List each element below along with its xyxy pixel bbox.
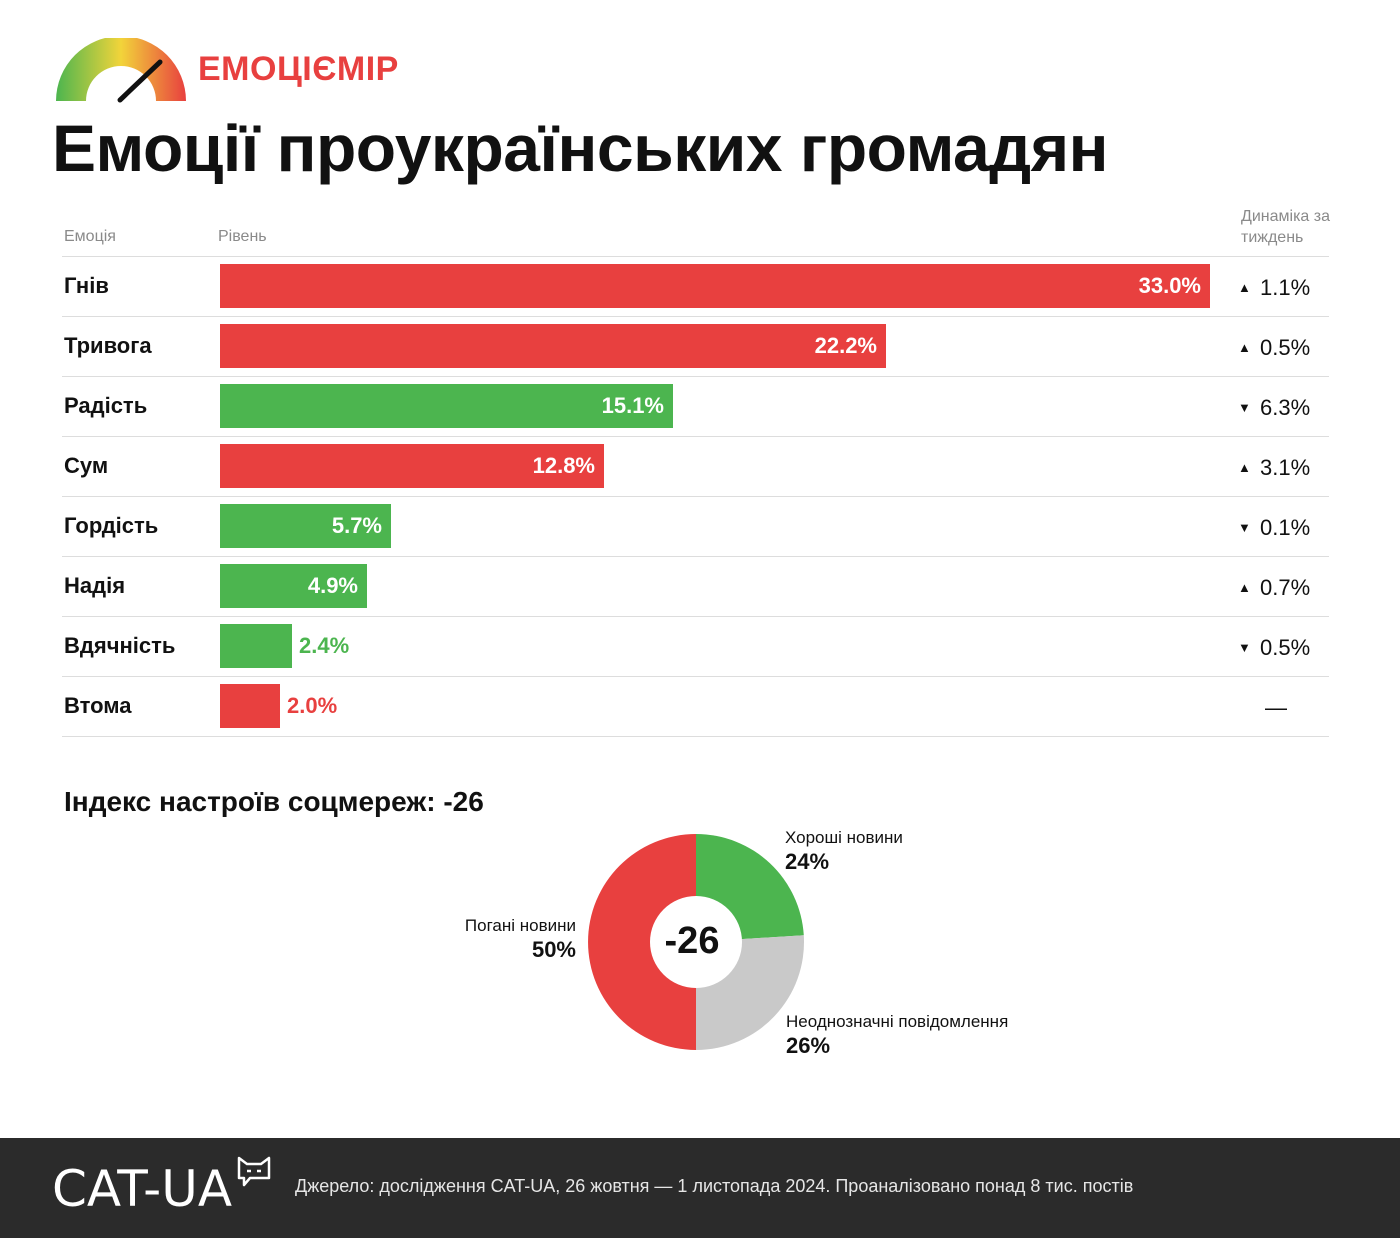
emotion-label: Гнів bbox=[64, 273, 109, 298]
row-divider bbox=[62, 676, 1329, 677]
footer-source: Джерело: дослідження CAT-UA, 26 жовтня —… bbox=[295, 1176, 1134, 1196]
column-header-level: Рівень bbox=[218, 228, 267, 245]
row-divider bbox=[62, 256, 1329, 257]
brand-name: ЕМОЦІЄМІР bbox=[198, 50, 399, 88]
row-divider bbox=[62, 616, 1329, 617]
bar-value-label: 2.4% bbox=[299, 633, 350, 658]
legend-bad-news: Погані новини 50% bbox=[420, 914, 576, 962]
arrow-down-icon: ▼ bbox=[1238, 640, 1251, 655]
weekly-change-value: — bbox=[1265, 695, 1287, 720]
legend-good-news-name: Хороші новини bbox=[785, 828, 903, 847]
bar-value-label: 22.2% bbox=[814, 333, 877, 358]
weekly-change-value: 1.1% bbox=[1260, 275, 1311, 300]
bar-value-label: 5.7% bbox=[331, 513, 382, 538]
legend-bad-news-name: Погані новини bbox=[464, 916, 576, 935]
arrow-up-icon: ▲ bbox=[1238, 460, 1251, 475]
weekly-change-value: 0.7% bbox=[1260, 575, 1311, 600]
weekly-change: ▼ 0.5% bbox=[1238, 635, 1310, 661]
legend-mixed-messages-name: Неоднозначні повідомлення bbox=[786, 1012, 1009, 1031]
bar bbox=[220, 504, 391, 548]
emotion-label: Надія bbox=[64, 573, 126, 598]
brand: ЕМОЦІЄМІР bbox=[54, 38, 454, 104]
footer: CAT-UA Джерело: дослідження CAT-UA, 26 ж… bbox=[0, 1138, 1400, 1238]
legend-good-news: Хороші новини 24% bbox=[785, 826, 903, 874]
column-header-emotion: Емоція bbox=[64, 228, 116, 245]
legend-good-news-pct: 24% bbox=[785, 849, 830, 874]
bar bbox=[220, 684, 280, 728]
bar-value-label: 15.1% bbox=[601, 393, 664, 418]
bar bbox=[220, 624, 292, 668]
arrow-up-icon: ▲ bbox=[1238, 280, 1251, 295]
weekly-change: ▲ 3.1% bbox=[1238, 455, 1310, 481]
legend-mixed-messages: Неоднозначні повідомлення 26% bbox=[786, 1010, 1008, 1058]
arrow-down-icon: ▼ bbox=[1238, 520, 1251, 535]
bar bbox=[220, 384, 673, 428]
weekly-change-value: 0.1% bbox=[1260, 515, 1311, 540]
emotion-label: Втома bbox=[64, 693, 132, 718]
row-divider bbox=[62, 316, 1329, 317]
weekly-change-value: 0.5% bbox=[1260, 635, 1311, 660]
emotion-label: Гордість bbox=[64, 513, 159, 538]
weekly-change-value: 6.3% bbox=[1260, 395, 1311, 420]
arrow-up-icon: ▲ bbox=[1238, 580, 1251, 595]
legend-mixed-messages-pct: 26% bbox=[786, 1033, 831, 1058]
gauge-icon bbox=[56, 38, 186, 103]
donut-hole bbox=[650, 896, 742, 988]
donut-center-label: -26 bbox=[665, 920, 720, 962]
arrow-up-icon: ▲ bbox=[1238, 340, 1251, 355]
sentiment-donut-chart: -26 bbox=[588, 834, 805, 1050]
page-title: Емоції проукраїнських громадян bbox=[52, 111, 1109, 185]
weekly-change: ▼ 6.3% bbox=[1238, 395, 1310, 421]
weekly-change: ▼ 0.1% bbox=[1238, 515, 1310, 541]
bar-value-label: 2.0% bbox=[287, 693, 338, 718]
bar-value-label: 33.0% bbox=[1138, 273, 1201, 298]
emotion-label: Радість bbox=[64, 393, 148, 418]
row-divider bbox=[62, 736, 1329, 737]
bar bbox=[220, 264, 1210, 308]
bar-value-label: 12.8% bbox=[532, 453, 595, 478]
weekly-change: ▲ 0.7% bbox=[1238, 575, 1310, 601]
row-divider bbox=[62, 436, 1329, 437]
weekly-change-value: 0.5% bbox=[1260, 335, 1311, 360]
legend-bad-news-pct: 50% bbox=[531, 937, 576, 962]
bar bbox=[220, 564, 367, 608]
row-divider bbox=[62, 376, 1329, 377]
emotion-label: Вдячність bbox=[64, 633, 176, 658]
emotion-label: Тривога bbox=[64, 333, 152, 358]
bar-value-label: 4.9% bbox=[307, 573, 358, 598]
row-divider bbox=[62, 496, 1329, 497]
cat-speech-icon bbox=[237, 1156, 271, 1187]
footer-logo: CAT-UA bbox=[52, 1160, 233, 1218]
weekly-change: ▲ 0.5% bbox=[1238, 335, 1310, 361]
row-divider bbox=[62, 556, 1329, 557]
bar bbox=[220, 444, 604, 488]
column-header-dynamics: Динаміка за тиждень bbox=[1241, 208, 1330, 246]
weekly-change: ▲ 1.1% bbox=[1238, 275, 1310, 301]
index-title: Індекс настроїв соцмереж: -26 bbox=[64, 786, 484, 817]
arrow-down-icon: ▼ bbox=[1238, 400, 1251, 415]
emotion-label: Сум bbox=[64, 453, 109, 478]
bar bbox=[220, 324, 886, 368]
weekly-change-value: 3.1% bbox=[1260, 455, 1311, 480]
donut-slice bbox=[588, 834, 696, 1050]
